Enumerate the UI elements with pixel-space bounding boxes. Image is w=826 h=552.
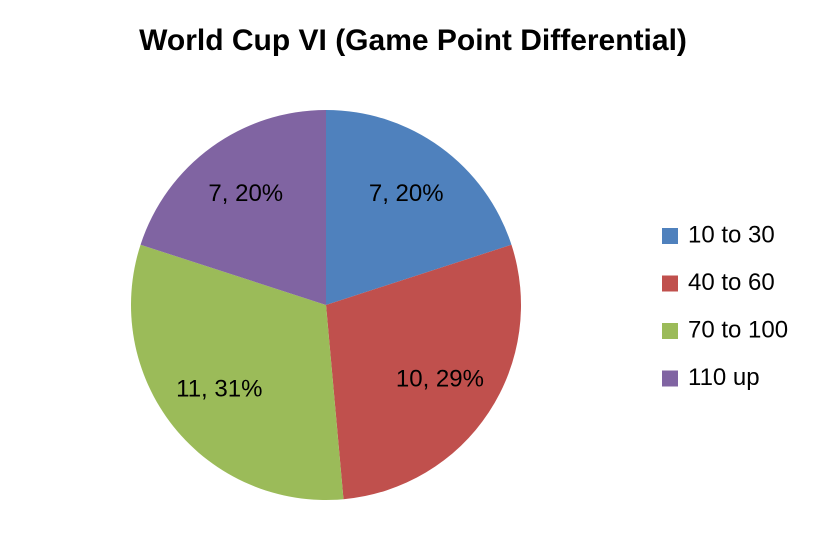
data-label: 10, 29% <box>396 366 484 393</box>
legend-label: 40 to 60 <box>688 269 775 296</box>
data-label: 7, 20% <box>208 180 283 207</box>
pie-slice <box>130 244 344 501</box>
pie-slice <box>326 244 522 500</box>
pie-slice <box>140 110 326 305</box>
legend-label: 110 up <box>688 364 760 391</box>
pie-slice <box>326 110 512 305</box>
data-label: 7, 20% <box>369 180 444 207</box>
legend-swatch <box>662 370 678 387</box>
data-label: 11, 31% <box>176 375 262 402</box>
chart-title: World Cup VI (Game Point Differential) <box>139 24 687 57</box>
legend-swatch <box>662 228 678 244</box>
legend-label: 10 to 30 <box>688 221 775 248</box>
legend-swatch <box>662 275 678 292</box>
legend-swatch <box>662 323 678 339</box>
legend-label: 70 to 100 <box>688 316 788 343</box>
